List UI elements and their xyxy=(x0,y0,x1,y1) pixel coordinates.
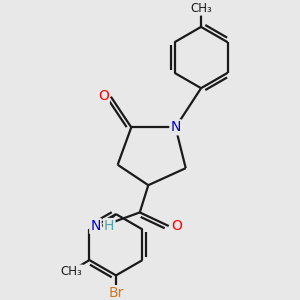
Text: N: N xyxy=(90,219,100,233)
Text: CH₃: CH₃ xyxy=(61,266,82,278)
Text: N: N xyxy=(170,120,181,134)
Text: O: O xyxy=(98,89,109,103)
Text: Br: Br xyxy=(108,286,124,300)
Text: H: H xyxy=(104,219,114,233)
Text: O: O xyxy=(171,219,182,233)
Text: CH₃: CH₃ xyxy=(190,2,212,15)
